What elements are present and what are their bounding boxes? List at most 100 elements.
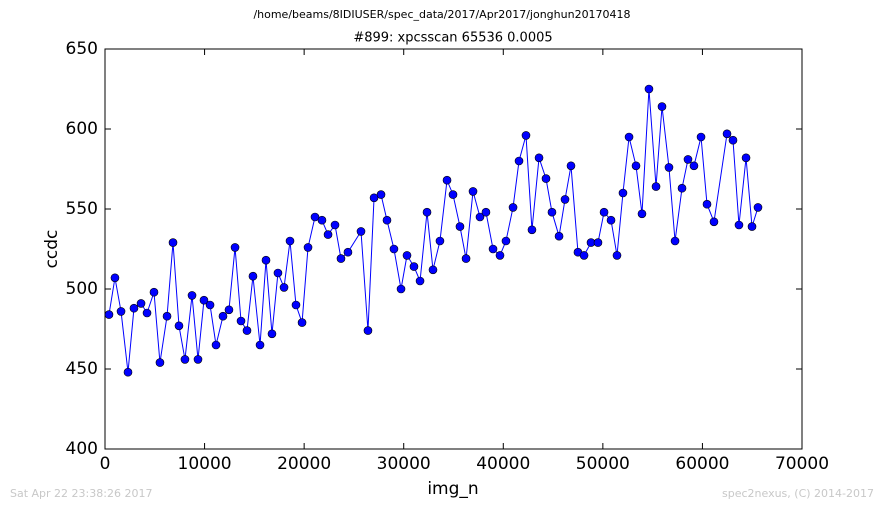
data-point xyxy=(199,295,209,305)
data-point xyxy=(468,187,478,196)
x-tick-label: 10000 xyxy=(178,454,232,474)
data-point xyxy=(110,273,120,283)
data-point xyxy=(255,340,265,350)
data-point xyxy=(267,329,277,339)
data-point xyxy=(514,156,524,166)
data-point xyxy=(211,340,221,350)
y-tick-label: 650 xyxy=(66,39,98,59)
y-tick-label: 400 xyxy=(66,439,98,459)
data-point xyxy=(547,207,557,217)
data-point xyxy=(297,318,307,327)
data-point xyxy=(488,244,498,254)
y-tick-label: 600 xyxy=(66,119,98,139)
data-point xyxy=(422,207,432,217)
data-point xyxy=(168,238,178,247)
data-point xyxy=(461,254,471,263)
data-point xyxy=(644,84,654,94)
data-point xyxy=(741,153,751,163)
data-point xyxy=(593,238,603,247)
suptitle: /home/beams/8IDIUSER/spec_data/2017/Apr2… xyxy=(253,8,630,21)
data-point xyxy=(541,174,551,183)
data-point xyxy=(242,326,252,335)
data-point xyxy=(402,251,412,260)
data-point xyxy=(689,161,699,171)
data-point xyxy=(123,367,133,377)
data-point xyxy=(624,132,634,142)
data-point xyxy=(722,129,732,139)
x-axis-label: img_n xyxy=(427,479,478,499)
data-point xyxy=(664,163,674,172)
data-point xyxy=(747,222,757,231)
data-point xyxy=(116,307,126,316)
x-tick-label: 60000 xyxy=(675,454,729,474)
data-point xyxy=(261,255,271,265)
data-point xyxy=(376,190,386,199)
data-point xyxy=(702,199,712,209)
data-point xyxy=(448,190,458,199)
data-point xyxy=(495,251,505,260)
data-point xyxy=(343,247,353,257)
data-point xyxy=(481,207,491,217)
data-point xyxy=(224,305,234,315)
footer-right: spec2nexus, (C) 2014-2017 xyxy=(722,487,874,500)
y-tick-label: 500 xyxy=(66,279,98,299)
data-point xyxy=(291,300,301,310)
data-point xyxy=(606,215,616,225)
plot-frame xyxy=(104,48,803,450)
data-point xyxy=(149,287,159,297)
data-point xyxy=(155,358,165,367)
data-point xyxy=(631,161,641,171)
chart-title: #899: xpcsscan 65536 0.0005 xyxy=(353,31,552,46)
data-point xyxy=(389,244,399,254)
data-point xyxy=(205,300,215,310)
data-point xyxy=(560,195,570,204)
data-point xyxy=(136,299,146,308)
data-point xyxy=(599,207,609,217)
y-axis-label: ccdc xyxy=(42,230,62,269)
data-point xyxy=(753,203,763,212)
y-tick-label: 550 xyxy=(66,199,98,219)
data-point xyxy=(310,212,320,222)
data-point xyxy=(273,268,283,278)
data-point xyxy=(248,271,258,281)
data-point xyxy=(435,236,445,246)
data-point xyxy=(382,215,392,225)
data-point xyxy=(579,251,589,260)
data-point xyxy=(475,212,485,222)
data-point xyxy=(193,355,203,364)
y-tick-label: 450 xyxy=(66,359,98,379)
data-point xyxy=(508,203,518,212)
data-point xyxy=(501,236,511,246)
data-point xyxy=(566,161,576,171)
x-tick-label: 70000 xyxy=(775,454,829,474)
data-point xyxy=(637,209,647,219)
data-point xyxy=(187,291,197,300)
data-point xyxy=(455,222,465,231)
data-point xyxy=(527,225,537,235)
data-point xyxy=(534,153,544,163)
data-point xyxy=(651,182,661,191)
data-point xyxy=(303,243,313,252)
data-point xyxy=(396,284,406,294)
data-point xyxy=(415,276,425,286)
x-tick-label: 40000 xyxy=(476,454,530,474)
data-point xyxy=(618,188,628,198)
data-point xyxy=(554,231,564,241)
data-point xyxy=(521,131,531,140)
data-point xyxy=(677,183,687,193)
data-point xyxy=(104,310,114,319)
data-point xyxy=(162,311,172,321)
data-point xyxy=(180,355,190,364)
data-point xyxy=(442,175,452,185)
data-point xyxy=(696,132,706,142)
data-point xyxy=(363,326,373,335)
data-point xyxy=(612,251,622,260)
data-point xyxy=(230,243,240,252)
data-point xyxy=(236,316,246,326)
data-point xyxy=(670,236,680,246)
data-point xyxy=(317,215,327,225)
data-point xyxy=(129,303,139,313)
data-point xyxy=(734,220,744,230)
data-point xyxy=(709,217,719,227)
